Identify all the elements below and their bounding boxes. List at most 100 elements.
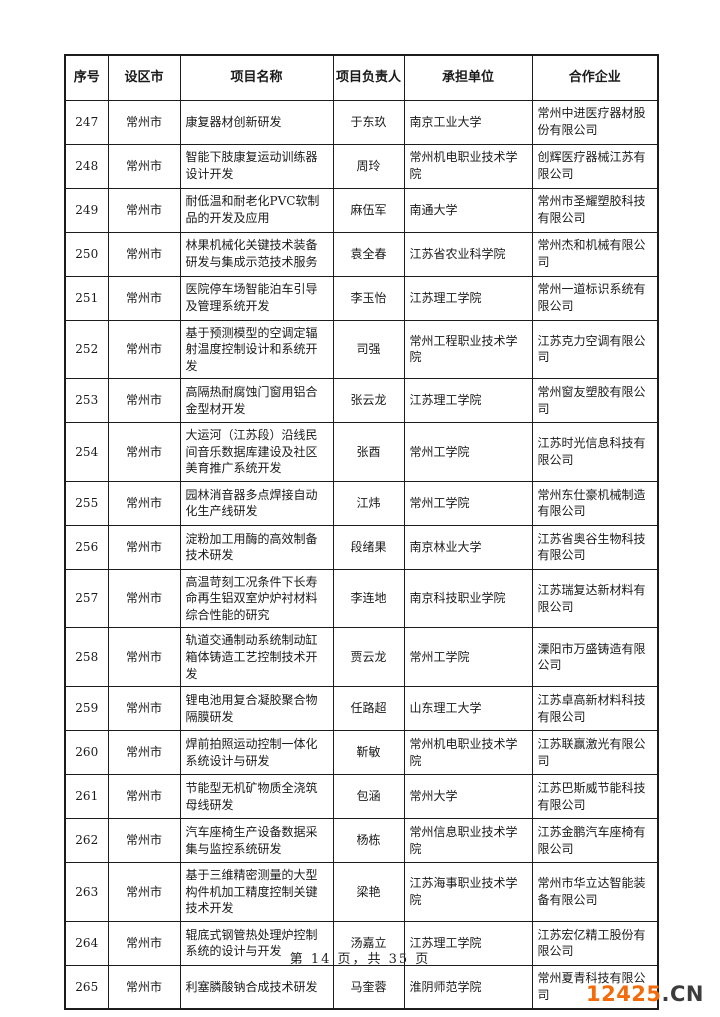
cell-unit: 江苏理工学院 <box>403 378 533 424</box>
table-row: 258 常州市 轨道交通制动系统制动缸箱体铸造工艺控制技术开发 贾云龙 常州工学院 溧阳市… <box>64 627 659 688</box>
table-row: 263 常州市 基于三维精密测量的大型构件机加工精度控制关键技术开发 梁艳 江苏海事职业… <box>64 862 659 922</box>
cell-project: 医院停车场智能泊车引导及管理系统开发 <box>179 275 334 321</box>
site-watermark-logo[interactable]: 12425.CN <box>586 982 704 1006</box>
header-undertaking-unit: 承担单位 <box>403 54 533 101</box>
cell-project: 耐低温和耐老化PVC软制品的开发及应用 <box>179 187 334 233</box>
cell-project: 汽车座椅生产设备数据采集与监控系统研发 <box>179 818 334 864</box>
table-row: 257 常州市 高温苛刻工况条件下长寿命再生铝双室炉炉衬材料综合性能的研究 李连地 南京… <box>64 568 659 629</box>
cell-partner: 常州市华立达智能装备有限公司 <box>531 862 659 922</box>
projects-table: 序号 设区市 项目名称 项目负责人 承担单位 合作企业 247 常州市 康复器材创新… <box>64 54 659 1011</box>
cell-project: 利塞膦酸钠合成技术研发 <box>179 964 334 1010</box>
cell-leader: 汤嘉立 <box>332 920 405 966</box>
cell-unit: 山东理工大学 <box>403 686 533 732</box>
cell-no: 264 <box>64 920 109 966</box>
cell-partner: 常州夏青科技有限公司 <box>531 964 659 1010</box>
cell-no: 261 <box>64 774 109 820</box>
cell-no: 263 <box>64 862 109 922</box>
cell-city: 常州市 <box>107 275 181 321</box>
table-row: 251 常州市 医院停车场智能泊车引导及管理系统开发 李玉怡 江苏理工学院 常州一道标识系… <box>64 275 659 321</box>
cell-project: 大运河（江苏段）沿线民间音乐数据库建设及社区美育推广系统开发 <box>179 422 334 482</box>
table-row: 250 常州市 林果机械化关键技术装备研发与集成示范技术服务 袁全春 江苏省农业科学院常… <box>64 231 659 277</box>
table-row: 253 常州市 高隔热耐腐蚀门窗用铝合金型材开发 张云龙 江苏理工学院 常州窗友塑胶有限公… <box>64 378 659 424</box>
table-row: 248 常州市 智能下肢康复运动训练器设计开发 周玲 常州机电职业技术学院 创辉医疗器械江… <box>64 143 659 189</box>
cell-leader: 贾云龙 <box>332 627 405 688</box>
cell-project: 锂电池用复合凝胶聚合物隔膜研发 <box>179 686 334 732</box>
site-logo-suffix: .CN <box>661 982 704 1006</box>
cell-unit: 南京林业大学 <box>403 524 533 570</box>
cell-city: 常州市 <box>107 480 181 526</box>
cell-partner: 常州中进医疗器材股份有限公司 <box>531 99 659 145</box>
cell-city: 常州市 <box>107 524 181 570</box>
cell-project: 轨道交通制动系统制动缸箱体铸造工艺控制技术开发 <box>179 627 334 688</box>
cell-partner: 江苏克力空调有限公司 <box>531 319 659 380</box>
cell-leader: 梁艳 <box>332 862 405 922</box>
cell-no: 256 <box>64 524 109 570</box>
table-row: 255 常州市 园林消音器多点焊接自动化生产线研发 江炜 常州工学院 常州东仕豪机械制造有… <box>64 480 659 526</box>
cell-partner: 常州一道标识系统有限公司 <box>531 275 659 321</box>
cell-partner: 江苏金鹏汽车座椅有限公司 <box>531 818 659 864</box>
cell-leader: 李玉怡 <box>332 275 405 321</box>
cell-city: 常州市 <box>107 920 181 966</box>
cell-partner: 江苏联赢激光有限公司 <box>531 730 659 776</box>
header-project-leader: 项目负责人 <box>332 54 405 101</box>
cell-city: 常州市 <box>107 99 181 145</box>
cell-leader: 张云龙 <box>332 378 405 424</box>
cell-partner: 江苏巴斯威节能科技有限公司 <box>531 774 659 820</box>
cell-unit: 南京工业大学 <box>403 99 533 145</box>
cell-unit: 江苏理工学院 <box>403 920 533 966</box>
cell-city: 常州市 <box>107 774 181 820</box>
cell-partner: 江苏省奥谷生物科技有限公司 <box>531 524 659 570</box>
table-row: 249 常州市 耐低温和耐老化PVC软制品的开发及应用 麻伍军 南通大学 常州市圣耀塑胶科… <box>64 187 659 233</box>
cell-project: 节能型无机矿物质全浇筑母线研发 <box>179 774 334 820</box>
cell-project: 林果机械化关键技术装备研发与集成示范技术服务 <box>179 231 334 277</box>
cell-no: 250 <box>64 231 109 277</box>
cell-no: 249 <box>64 187 109 233</box>
table-row: 260 常州市 焊前拍照运动控制一体化系统设计与研发 靳敏 常州机电职业技术学院 江苏联赢… <box>64 730 659 776</box>
cell-unit: 江苏海事职业技术学院 <box>403 862 533 922</box>
cell-no: 265 <box>64 964 109 1010</box>
cell-unit: 常州信息职业技术学院 <box>403 818 533 864</box>
site-logo-number: 12425 <box>585 982 662 1006</box>
cell-leader: 任路超 <box>332 686 405 732</box>
header-city: 设区市 <box>107 54 181 101</box>
cell-leader: 靳敏 <box>332 730 405 776</box>
cell-partner: 溧阳市万盛铸造有限公司 <box>531 627 659 688</box>
cell-no: 258 <box>64 627 109 688</box>
table-header: 序号 设区市 项目名称 项目负责人 承担单位 合作企业 <box>64 54 659 101</box>
cell-unit: 常州工学院 <box>403 627 533 688</box>
table-body: 247 常州市 康复器材创新研发 于东玖 南京工业大学 常州中进医疗器材股份有限公司 248… <box>64 99 659 1010</box>
cell-no: 262 <box>64 818 109 864</box>
cell-unit: 江苏理工学院 <box>403 275 533 321</box>
cell-leader: 袁全春 <box>332 231 405 277</box>
cell-no: 253 <box>64 378 109 424</box>
table-row: 261 常州市 节能型无机矿物质全浇筑母线研发 包涵 常州大学 江苏巴斯威节能科技有限公司 <box>64 774 659 820</box>
cell-no: 247 <box>64 99 109 145</box>
cell-project: 康复器材创新研发 <box>179 99 334 145</box>
header-serial-number: 序号 <box>64 54 109 101</box>
cell-leader: 张酉 <box>332 422 405 482</box>
cell-city: 常州市 <box>107 818 181 864</box>
cell-no: 251 <box>64 275 109 321</box>
cell-city: 常州市 <box>107 319 181 380</box>
cell-no: 254 <box>64 422 109 482</box>
cell-unit: 江苏省农业科学院 <box>403 231 533 277</box>
cell-partner: 江苏卓高新材料科技有限公司 <box>531 686 659 732</box>
cell-city: 常州市 <box>107 686 181 732</box>
cell-partner: 创辉医疗器械江苏有限公司 <box>531 143 659 189</box>
cell-no: 260 <box>64 730 109 776</box>
header-project-name: 项目名称 <box>179 54 334 101</box>
cell-city: 常州市 <box>107 627 181 688</box>
table-row: 254 常州市 大运河（江苏段）沿线民间音乐数据库建设及社区美育推广系统开发 张酉 常州… <box>64 422 659 482</box>
cell-city: 常州市 <box>107 422 181 482</box>
cell-partner: 常州窗友塑胶有限公司 <box>531 378 659 424</box>
table-row: 264 常州市 辊底式钢管热处理炉控制系统的设计与开发 汤嘉立 江苏理工学院 江苏宏亿精工… <box>64 920 659 966</box>
cell-project: 基于三维精密测量的大型构件机加工精度控制关键技术开发 <box>179 862 334 922</box>
cell-city: 常州市 <box>107 231 181 277</box>
table-row: 247 常州市 康复器材创新研发 于东玖 南京工业大学 常州中进医疗器材股份有限公司 <box>64 99 659 145</box>
cell-no: 252 <box>64 319 109 380</box>
cell-leader: 段绪果 <box>332 524 405 570</box>
cell-no: 259 <box>64 686 109 732</box>
cell-unit: 常州机电职业技术学院 <box>403 730 533 776</box>
header-partner-company: 合作企业 <box>531 54 659 101</box>
